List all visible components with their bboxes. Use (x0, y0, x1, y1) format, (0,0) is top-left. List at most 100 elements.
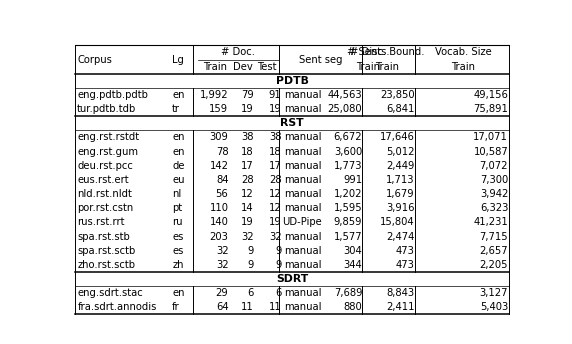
Text: 7,072: 7,072 (480, 161, 508, 171)
Text: en: en (172, 288, 185, 298)
Text: nl: nl (172, 189, 181, 199)
Text: 991: 991 (343, 175, 362, 185)
Text: 18: 18 (241, 147, 254, 157)
Text: 9: 9 (275, 260, 281, 270)
Text: es: es (172, 246, 184, 256)
Text: 18: 18 (269, 147, 281, 157)
Text: Vocab. Size: Vocab. Size (435, 47, 491, 57)
Text: Test: Test (257, 62, 277, 72)
Text: 28: 28 (269, 175, 281, 185)
Text: ru: ru (172, 217, 182, 227)
Text: 32: 32 (241, 232, 254, 241)
Text: 7,715: 7,715 (479, 232, 508, 241)
Text: 3,916: 3,916 (386, 203, 415, 213)
Text: spa.rst.sctb: spa.rst.sctb (77, 246, 136, 256)
Text: 9: 9 (247, 260, 254, 270)
Text: SDRT: SDRT (276, 274, 308, 284)
Text: 17: 17 (269, 161, 281, 171)
Text: por.rst.cstn: por.rst.cstn (77, 203, 133, 213)
Text: rus.rst.rrt: rus.rst.rrt (77, 217, 125, 227)
Text: nld.rst.nldt: nld.rst.nldt (77, 189, 132, 199)
Text: 5,403: 5,403 (480, 302, 508, 312)
Text: eu: eu (172, 175, 185, 185)
Text: 159: 159 (209, 104, 228, 114)
Text: 2,474: 2,474 (386, 232, 415, 241)
Text: 84: 84 (216, 175, 228, 185)
Text: 2,411: 2,411 (386, 302, 415, 312)
Text: 3,600: 3,600 (334, 147, 362, 157)
Text: manual: manual (284, 232, 321, 241)
Text: manual: manual (284, 147, 321, 157)
Text: 6: 6 (247, 288, 254, 298)
Text: 203: 203 (209, 232, 228, 241)
Text: en: en (172, 90, 185, 100)
Text: 78: 78 (216, 147, 228, 157)
Text: 32: 32 (216, 246, 228, 256)
Text: 2,205: 2,205 (480, 260, 508, 270)
Text: eng.pdtb.pdtb: eng.pdtb.pdtb (77, 90, 148, 100)
Text: 56: 56 (216, 189, 228, 199)
Text: 17,646: 17,646 (380, 132, 415, 142)
Text: 110: 110 (209, 203, 228, 213)
Text: 12: 12 (241, 189, 254, 199)
Text: 28: 28 (241, 175, 254, 185)
Text: fr: fr (172, 302, 180, 312)
Text: manual: manual (284, 203, 321, 213)
Text: 9: 9 (247, 246, 254, 256)
Text: 6,672: 6,672 (333, 132, 362, 142)
Text: deu.rst.pcc: deu.rst.pcc (77, 161, 133, 171)
Text: zh: zh (172, 260, 184, 270)
Text: 11: 11 (241, 302, 254, 312)
Text: manual: manual (284, 246, 321, 256)
Text: 14: 14 (241, 203, 254, 213)
Text: 32: 32 (216, 260, 228, 270)
Text: 6,323: 6,323 (480, 203, 508, 213)
Text: 3,942: 3,942 (480, 189, 508, 199)
Text: 17: 17 (241, 161, 254, 171)
Text: eng.sdrt.stac: eng.sdrt.stac (77, 288, 143, 298)
Text: 6,841: 6,841 (386, 104, 415, 114)
Text: 29: 29 (216, 288, 228, 298)
Text: RST: RST (280, 118, 304, 128)
Text: manual: manual (284, 175, 321, 185)
Text: 44,563: 44,563 (328, 90, 362, 100)
Text: manual: manual (284, 288, 321, 298)
Text: es: es (172, 232, 184, 241)
Text: 10,587: 10,587 (474, 147, 508, 157)
Text: 1,713: 1,713 (386, 175, 415, 185)
Text: 1,773: 1,773 (334, 161, 362, 171)
Text: 41,231: 41,231 (474, 217, 508, 227)
Text: 15,804: 15,804 (380, 217, 415, 227)
Text: 8,843: 8,843 (387, 288, 415, 298)
Text: 2,657: 2,657 (479, 246, 508, 256)
Text: 344: 344 (344, 260, 362, 270)
Text: fra.sdrt.annodis: fra.sdrt.annodis (77, 302, 157, 312)
Text: Train: Train (356, 62, 380, 72)
Text: 19: 19 (269, 104, 281, 114)
Text: Dev: Dev (233, 62, 253, 72)
Text: de: de (172, 161, 185, 171)
Text: 19: 19 (241, 217, 254, 227)
Text: eng.rst.gum: eng.rst.gum (77, 147, 138, 157)
Text: 19: 19 (269, 217, 281, 227)
Text: 38: 38 (241, 132, 254, 142)
Text: 7,300: 7,300 (480, 175, 508, 185)
Text: Train: Train (451, 62, 475, 72)
Text: Lg: Lg (172, 55, 184, 65)
Text: 1,679: 1,679 (386, 189, 415, 199)
Text: 140: 140 (209, 217, 228, 227)
Text: 880: 880 (344, 302, 362, 312)
Text: spa.rst.stb: spa.rst.stb (77, 232, 130, 241)
Text: 473: 473 (396, 260, 415, 270)
Text: 19: 19 (241, 104, 254, 114)
Text: 7,689: 7,689 (334, 288, 362, 298)
Text: UD-Pipe: UD-Pipe (283, 217, 323, 227)
Text: manual: manual (284, 189, 321, 199)
Text: 49,156: 49,156 (473, 90, 508, 100)
Text: 1,595: 1,595 (333, 203, 362, 213)
Text: 5,012: 5,012 (386, 147, 415, 157)
Text: 1,992: 1,992 (200, 90, 228, 100)
Text: 2,449: 2,449 (386, 161, 415, 171)
Text: Train: Train (203, 62, 227, 72)
Text: # Sents.: # Sents. (347, 47, 390, 57)
